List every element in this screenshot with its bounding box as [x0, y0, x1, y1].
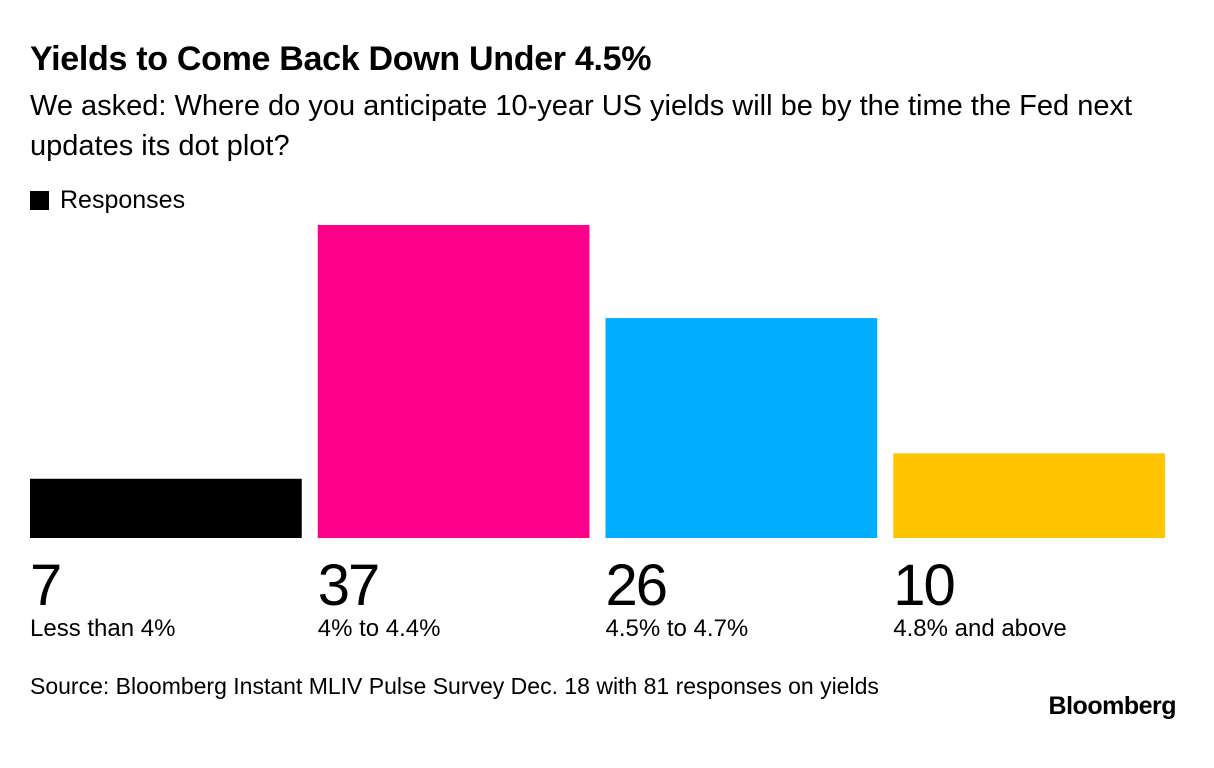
value-label-3: 10 — [893, 553, 954, 618]
source-note: Source: Bloomberg Instant MLIV Pulse Sur… — [30, 673, 879, 699]
legend: Responses — [30, 186, 185, 215]
value-label-0: 7 — [30, 553, 60, 618]
category-label-0: Less than 4% — [30, 615, 175, 642]
legend-label: Responses — [60, 186, 186, 214]
bar-2 — [605, 318, 878, 538]
chart-title: Yields to Come Back Down Under 4.5% — [30, 40, 652, 78]
category-label-1: 4% to 4.4% — [318, 615, 441, 642]
value-label-1: 37 — [318, 553, 379, 618]
category-label-3: 4.8% and above — [893, 615, 1066, 642]
bar-0 — [30, 478, 302, 538]
bar-1 — [317, 225, 590, 538]
category-label-2: 4.5% to 4.7% — [606, 615, 749, 642]
value-label-2: 26 — [606, 553, 667, 618]
bar-3 — [893, 453, 1165, 538]
bloomberg-logo: Bloomberg — [1048, 692, 1177, 720]
legend-swatch — [30, 191, 49, 210]
chart-subtitle: We asked: Where do you anticipate 10-yea… — [30, 90, 1133, 162]
